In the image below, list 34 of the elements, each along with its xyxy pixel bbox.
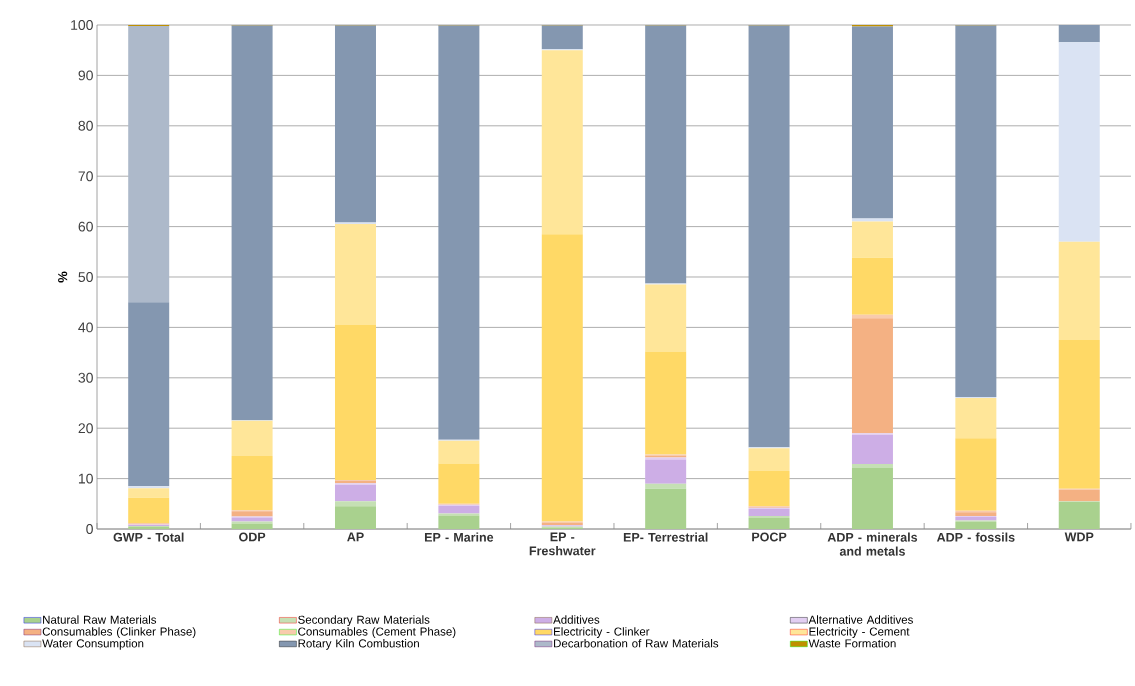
y-tick-label: 30 xyxy=(78,372,93,383)
legend-label: Alternative Additives xyxy=(808,615,913,624)
legend-label: Waste Formation xyxy=(808,639,896,648)
x-tick-label: ODP xyxy=(239,532,266,542)
y-tick-label: 100 xyxy=(71,20,93,30)
legend-label: Natural Raw Materials xyxy=(43,615,157,624)
y-tick-label: 20 xyxy=(78,423,93,434)
x-tick-label: EP - Marine xyxy=(424,532,494,542)
legend-label: Electricity - Cement xyxy=(809,627,910,638)
legend-label: Electricity - Clinker xyxy=(554,627,650,638)
x-tick-label: ADP - minerals and metals xyxy=(827,532,918,556)
legend-label: Secondary Raw Materials xyxy=(298,615,430,627)
legend-label: Rotary Kiln Combustion xyxy=(298,639,419,650)
y-tick-label: 0 xyxy=(86,524,93,534)
x-tick-label: POCP xyxy=(752,532,787,542)
x-tick-label: EP- Terrestrial xyxy=(623,532,708,542)
legend-label: Consumables (Cement Phase) xyxy=(298,627,456,638)
y-axis-title: % xyxy=(58,271,68,283)
legend-label: Consumables (Clinker Phase) xyxy=(42,627,196,638)
legend-label: Additives xyxy=(553,615,600,624)
y-tick-label: 10 xyxy=(78,473,93,484)
x-tick-label: ADP - fossils xyxy=(936,532,1015,542)
y-tick-label: 70 xyxy=(78,171,93,182)
x-tick-label: WDP xyxy=(1064,532,1094,542)
y-tick-label: 60 xyxy=(78,221,93,232)
legend-label: Decarbonation of Raw Materials xyxy=(554,639,719,648)
x-tick-label: GWP - Total xyxy=(113,532,184,542)
y-tick-label: 50 xyxy=(78,272,93,282)
x-tick-label: AP xyxy=(347,532,364,542)
x-tick-label: EP - Freshwater xyxy=(529,532,596,556)
y-tick-label: 40 xyxy=(78,322,93,333)
y-tick-label: 90 xyxy=(78,70,93,81)
legend-label: Water Consumption xyxy=(42,639,144,650)
y-tick-label: 80 xyxy=(78,120,93,131)
